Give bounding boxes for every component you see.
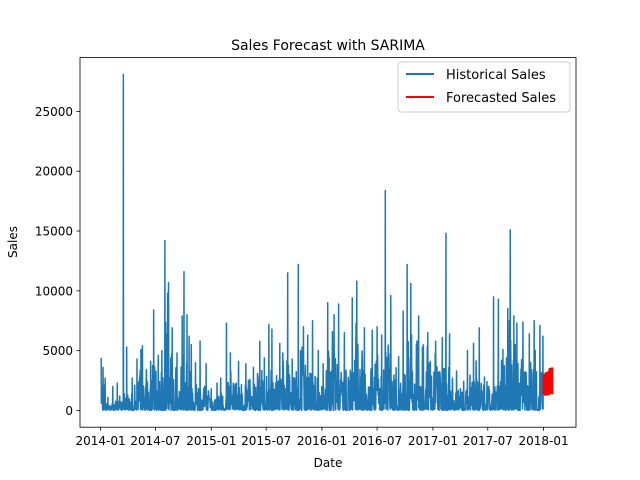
- x-tick-label: 2014-01: [76, 434, 126, 448]
- y-tick-label: 20000: [35, 165, 73, 179]
- plot-area: [100, 73, 554, 412]
- x-tick-label: 2014-07: [130, 434, 180, 448]
- y-tick-label: 15000: [35, 225, 73, 239]
- x-tick-label: 2017-01: [408, 434, 458, 448]
- series-forecasted-sales: [542, 367, 554, 396]
- chart-title: Sales Forecast with SARIMA: [231, 38, 425, 54]
- y-tick-label: 5000: [42, 344, 73, 358]
- x-tick-label: 2016-07: [352, 434, 402, 448]
- legend: Historical Sales Forecasted Sales: [397, 61, 571, 113]
- x-tick-label: 2018-01: [518, 434, 568, 448]
- x-axis-ticks: 2014-01 2014-07 2015-01 2015-07 2016-01 2016-…: [76, 427, 569, 448]
- historical-sales-line: [100, 73, 544, 412]
- plot-frame: [79, 57, 577, 428]
- x-tick-label: 2016-01: [297, 434, 347, 448]
- legend-label-forecast: Forecasted Sales: [446, 91, 556, 106]
- x-tick-label: 2017-07: [463, 434, 513, 448]
- series-historical-sales: [100, 73, 544, 412]
- x-tick-label: 2015-01: [186, 434, 236, 448]
- y-tick-label: 0: [65, 404, 73, 418]
- legend-box: [397, 61, 571, 113]
- y-tick-label: 25000: [35, 105, 73, 119]
- y-tick-label: 10000: [35, 284, 73, 298]
- forecasted-sales-line: [542, 367, 554, 396]
- legend-label-historical: Historical Sales: [446, 68, 546, 83]
- y-axis-ticks: 0 5000 10000 15000 20000 25000: [35, 105, 80, 418]
- y-axis-label: Sales: [6, 226, 20, 258]
- x-axis-label: Date: [314, 456, 343, 470]
- x-tick-label: 2015-07: [241, 434, 291, 448]
